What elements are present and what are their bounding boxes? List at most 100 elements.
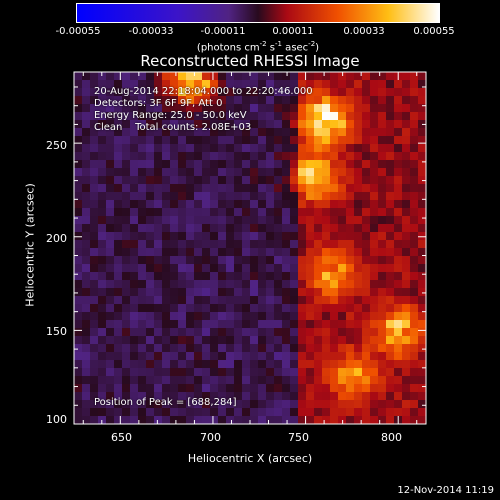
heatmap-cell [258,392,267,401]
heatmap-cell [218,376,227,385]
heatmap-cell [138,80,147,89]
heatmap-cell [218,88,227,97]
heatmap-cell [378,320,387,329]
heatmap-cell [322,368,331,377]
heatmap-cell [402,96,411,105]
heatmap-cell [194,192,203,201]
heatmap-cell [82,112,91,121]
heatmap-cell [194,288,203,297]
heatmap-cell [410,224,419,233]
heatmap-cell [106,304,115,313]
heatmap-cell [290,280,299,289]
heatmap-cell [162,216,171,225]
heatmap-cell [250,296,259,305]
heatmap-cell [130,112,139,121]
heatmap-cell [218,336,227,345]
heatmap-cell [394,176,403,185]
heatmap-cell [178,248,187,257]
heatmap-cell [410,344,419,353]
heatmap-cell [114,144,123,153]
heatmap-cell [274,144,283,153]
heatmap-cell [394,112,403,121]
heatmap-cell [258,224,267,233]
heatmap-cell [290,200,299,209]
heatmap-cell [386,304,395,313]
heatmap-cell [338,240,347,249]
heatmap-cell [82,96,91,105]
heatmap-cell [290,288,299,297]
heatmap-cell [290,152,299,161]
heatmap-cell [242,264,251,273]
heatmap-cell [378,296,387,305]
heatmap-cell [394,368,403,377]
heatmap-cell [266,336,275,345]
heatmap-cell [82,72,91,81]
heatmap-cell [162,264,171,273]
heatmap-cell [242,376,251,385]
heatmap-cell [266,224,275,233]
heatmap-cell [330,120,339,129]
heatmap-cell [306,384,315,393]
heatmap-cell [346,192,355,201]
heatmap-cell [290,352,299,361]
heatmap-cell [74,280,83,289]
heatmap-cell [306,216,315,225]
heatmap-cell [218,168,227,177]
heatmap-cell [362,352,371,361]
heatmap-cell [266,248,275,257]
heatmap-cell [330,296,339,305]
heatmap-cell [330,232,339,241]
heatmap-cell [386,88,395,97]
colorbar [76,3,440,23]
heatmap-cell [130,416,139,425]
heatmap-cell [170,272,179,281]
heatmap-cell [122,80,131,89]
heatmap-cell [202,248,211,257]
heatmap-cell [146,176,155,185]
heatmap-cell [346,184,355,193]
heatmap-cell [250,384,259,393]
heatmap-cell [410,400,419,409]
heatmap-cell [314,400,323,409]
heatmap-cell [338,112,347,121]
heatmap-cell [378,256,387,265]
heatmap-cell [386,104,395,113]
y-tick-label: 200 [46,232,67,245]
heatmap-cell [338,392,347,401]
heatmap-cell [242,392,251,401]
heatmap-cell [162,144,171,153]
heatmap-cell [258,376,267,385]
heatmap-cell [98,320,107,329]
heatmap-cell [394,256,403,265]
heatmap-cell [74,408,83,417]
heatmap-cell [226,128,235,137]
heatmap-cell [370,336,379,345]
heatmap-cell [266,176,275,185]
heatmap-cell [258,160,267,169]
heatmap-cell [234,264,243,273]
heatmap-cell [258,136,267,145]
heatmap-cell [402,216,411,225]
heatmap-cell [138,88,147,97]
heatmap-cell [98,96,107,105]
heatmap-cell [114,360,123,369]
heatmap-cell [122,256,131,265]
heatmap-cell [74,416,83,425]
heatmap-cell [138,256,147,265]
heatmap-cell [378,120,387,129]
heatmap-cell [194,272,203,281]
heatmap-cell [378,112,387,121]
heatmap-cell [234,144,243,153]
heatmap-cell [82,136,91,145]
heatmap-cell [146,128,155,137]
heatmap-cell [250,96,259,105]
heatmap-cell [106,232,115,241]
heatmap-cell [242,216,251,225]
heatmap-cell [290,320,299,329]
heatmap-cell [410,392,419,401]
heatmap-cell [202,376,211,385]
heatmap-cell [202,120,211,129]
heatmap-cell [162,200,171,209]
heatmap-cell [330,176,339,185]
heatmap-cell [130,200,139,209]
